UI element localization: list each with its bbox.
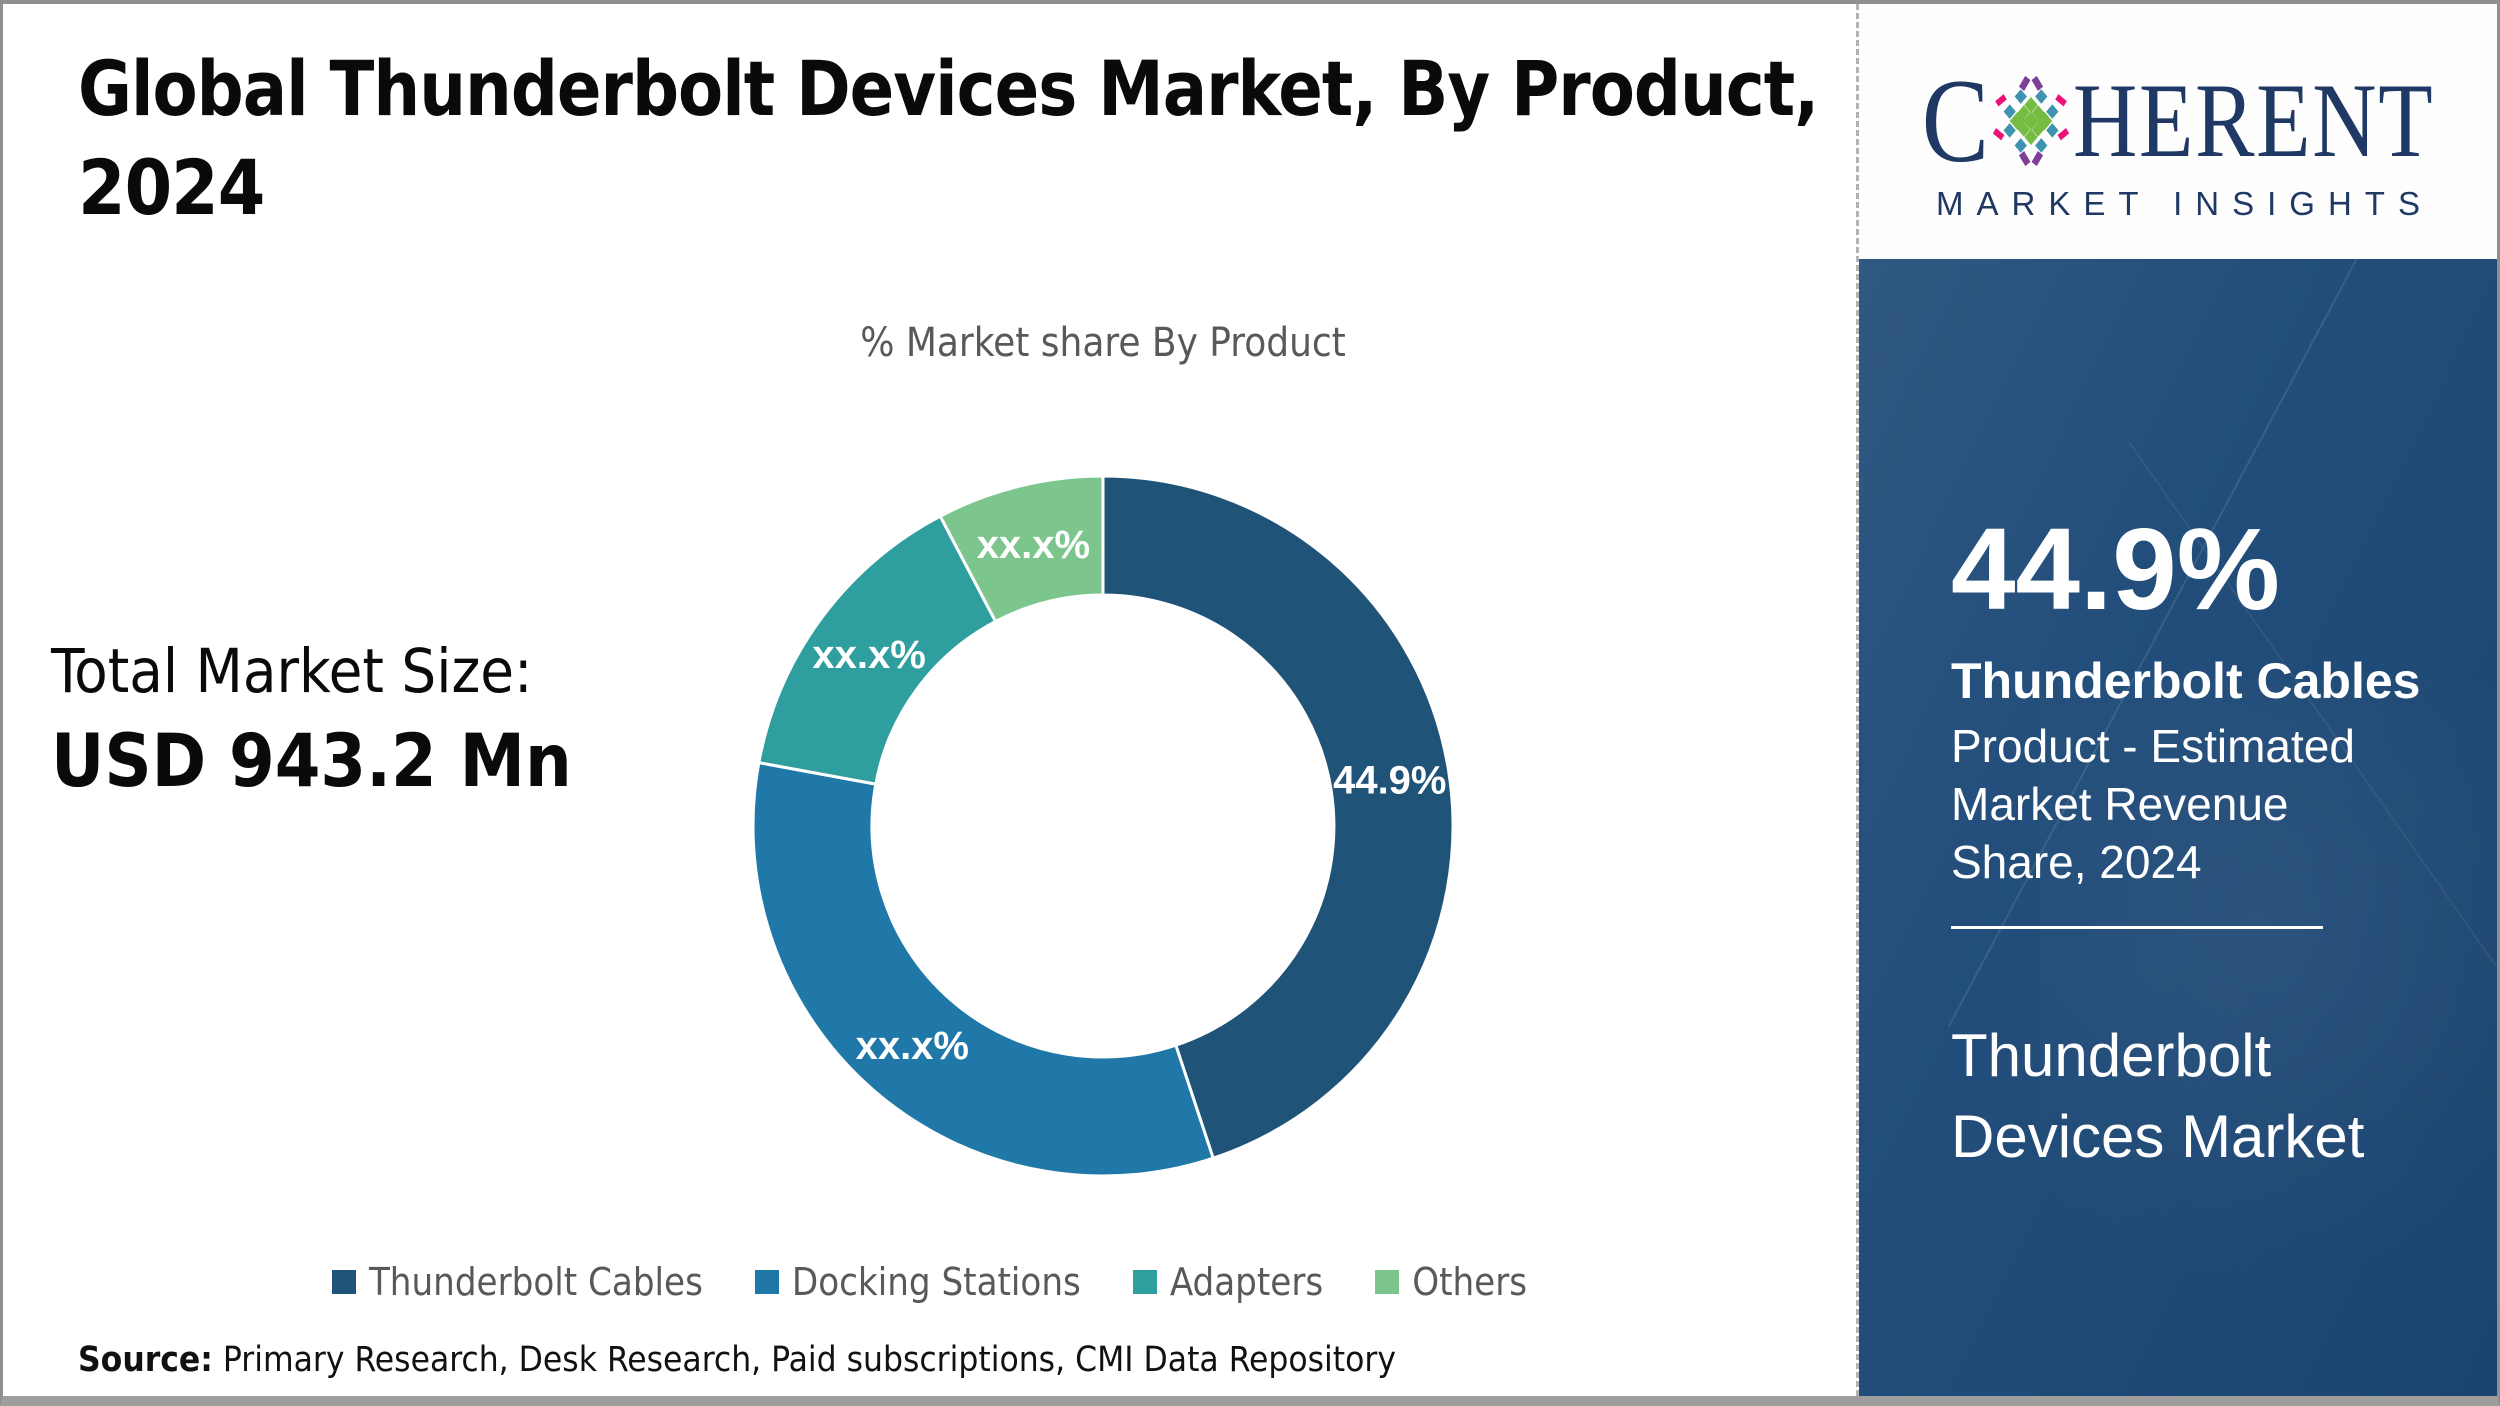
panel-market-title: Thunderbolt Devices Market [1951, 1022, 2365, 1171]
source-label: Source: [78, 1340, 213, 1380]
donut-segment-docking-stations [751, 761, 1215, 1178]
brand-dotted-o-icon [1992, 75, 2070, 166]
donut-chart: 44.9% xx.x% xx.x% xx.x% [751, 474, 1455, 1178]
highlight-stat-name: Thunderbolt Cables [1951, 652, 2421, 709]
highlight-stat-description: Product - Estimated Market Revenue Share… [1951, 720, 2355, 889]
highlight-panel: 44.9% Thunderbolt Cables Product - Estim… [1859, 259, 2497, 1396]
source-line: Source: Primary Research, Desk Research,… [78, 1340, 1396, 1380]
legend-marker [1132, 1270, 1157, 1294]
highlight-stat-value: 44.9% [1951, 504, 2280, 634]
legend-item-thunderbolt-cables: Thunderbolt Cables [331, 1260, 703, 1304]
donut-label-thunderbolt-cables: 44.9% [1333, 759, 1446, 803]
page-title-line-2: 2024 [78, 142, 265, 232]
donut-label-others: xx.x% [977, 523, 1090, 567]
legend-label: Others [1412, 1260, 1528, 1304]
page-title: Global Thunderbolt Devices Market, By Pr… [78, 40, 1819, 238]
legend-label: Docking Stations [791, 1260, 1081, 1304]
brand-tagline: MARKET INSIGHTS [1936, 184, 2433, 222]
legend-marker [754, 1270, 779, 1294]
highlight-content: 44.9% Thunderbolt Cables Product - Estim… [1951, 259, 2451, 1177]
brand-logo: C [1859, 4, 2497, 259]
legend-marker [331, 1270, 356, 1294]
donut-segment-others [938, 474, 1105, 623]
brand-letter-c: C [1921, 53, 1989, 187]
legend-item-others: Others [1375, 1260, 1527, 1304]
donut-label-docking-stations: xx.x% [856, 1024, 969, 1068]
panel-texture-blob [2039, 679, 2497, 1299]
brand-letters-rest: HERENT [2072, 61, 2435, 179]
source-text: Primary Research, Desk Research, Paid su… [222, 1340, 1396, 1380]
legend-marker [1375, 1270, 1400, 1294]
donut-label-adapters: xx.x% [812, 633, 925, 677]
brand-wordmark: C [1921, 53, 2435, 187]
legend-label: Adapters [1169, 1260, 1324, 1304]
donut-segment-thunderbolt-cables [1101, 474, 1455, 1160]
total-market-size-value: USD 943.2 Mn [51, 719, 572, 804]
total-market-size-label: Total Market Size: [51, 636, 533, 707]
legend-label: Thunderbolt Cables [368, 1260, 703, 1304]
chart-legend: Thunderbolt Cables Docking Stations Adapte… [3, 1260, 1856, 1304]
legend-item-docking-stations: Docking Stations [754, 1260, 1081, 1304]
page-title-line-1: Global Thunderbolt Devices Market, By Pr… [78, 44, 1819, 133]
total-market-size-block: Total Market Size: USD 943.2 Mn [51, 636, 572, 804]
right-column: C [1856, 4, 2497, 1396]
chart-title: % Market share By Product [860, 320, 1346, 366]
legend-item-adapters: Adapters [1132, 1260, 1324, 1304]
main-area: Global Thunderbolt Devices Market, By Pr… [3, 4, 1856, 1396]
panel-texture [1859, 259, 2497, 1396]
panel-divider [1951, 926, 2323, 930]
